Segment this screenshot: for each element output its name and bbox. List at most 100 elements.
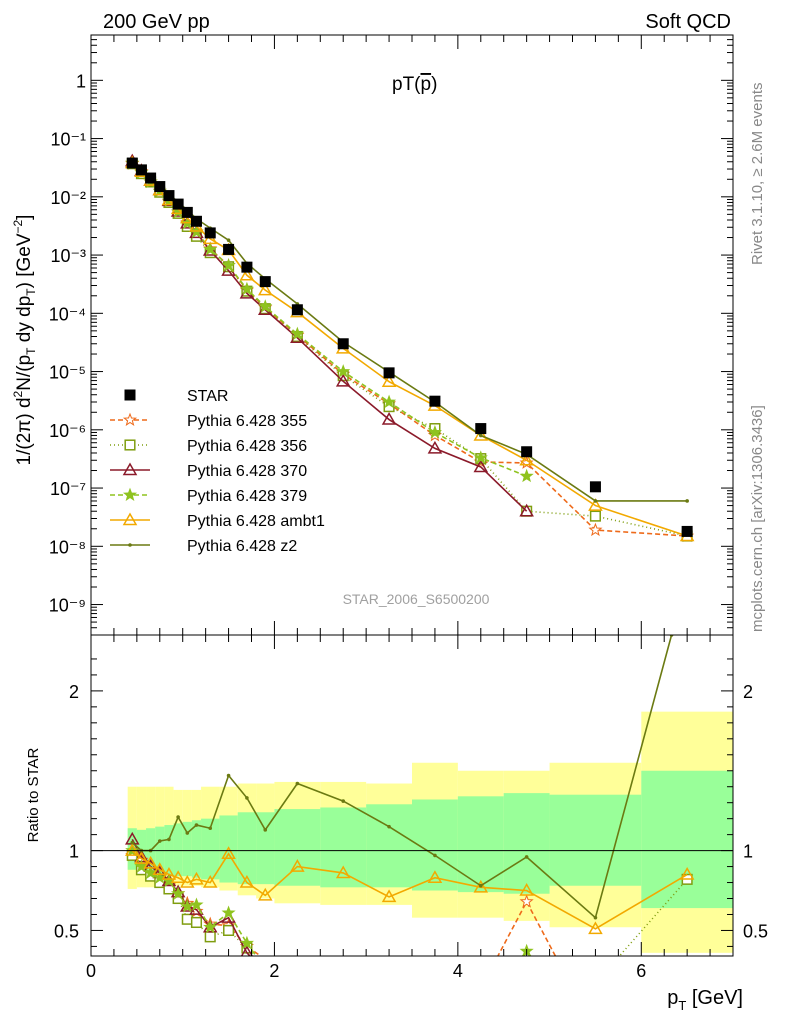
main-line: [131, 163, 688, 537]
main-point: [685, 499, 689, 503]
ratio-point: [524, 855, 529, 859]
ratio-point: [167, 837, 171, 842]
ratio-y-tick-label: 1: [69, 842, 79, 862]
main-series-pythia-6-428-ambt1: [124, 155, 695, 542]
ratio-point: [143, 855, 158, 869]
main-series-pythia-6-428-379: [125, 155, 534, 483]
main-point: [190, 215, 202, 227]
main-point: [126, 157, 138, 169]
ratio-point: [593, 915, 598, 920]
legend-label: Pythia 6.428 379: [187, 488, 307, 505]
legend-marker: [122, 487, 138, 502]
ratio-point: [588, 921, 603, 935]
main-point: [473, 450, 488, 464]
legend-item: Pythia 6.428 370: [110, 462, 307, 480]
main-point: [239, 281, 254, 296]
axis-ticks: [90, 34, 734, 956]
ratio-y-tick-label-right: 2: [743, 682, 753, 702]
main-y-tick-label: 10⁻¹: [50, 130, 86, 150]
ratio-point: [381, 889, 397, 903]
main-point: [226, 238, 231, 242]
main-point: [381, 374, 397, 387]
legend-marker: [122, 412, 138, 427]
ratio-point: [202, 875, 218, 888]
main-point: [154, 181, 166, 193]
ratio-point: [124, 843, 140, 856]
main-point: [221, 258, 236, 272]
header-left: 200 GeV pp: [103, 11, 210, 33]
main-point: [681, 525, 693, 537]
main-point: [336, 364, 351, 378]
ratio-point: [519, 883, 534, 896]
ratio-point: [226, 773, 231, 778]
ratio-y-axis-label: Ratio to STAR: [25, 747, 42, 842]
ratio-point: [473, 879, 489, 893]
ratio-point: [433, 853, 437, 858]
main-point: [203, 241, 218, 256]
green-band-bin: [237, 812, 257, 885]
ratio-point: [194, 823, 199, 827]
ratio-point: [185, 831, 190, 835]
main-point: [181, 206, 193, 218]
green-band-bin: [549, 794, 642, 886]
green-band-bin: [274, 809, 321, 886]
rivet-version-label: Rivet 3.1.10, ≥ 2.6M events: [749, 83, 766, 266]
ratio-point: [519, 894, 534, 908]
ratio-point: [221, 846, 236, 860]
ratio-point: [180, 875, 195, 888]
ratio-point: [239, 875, 255, 888]
x-tick-label: 6: [636, 961, 646, 981]
legend-marker: [124, 389, 136, 401]
green-band-bin: [457, 796, 504, 893]
main-y-tick-label: 10⁻⁵: [49, 363, 86, 383]
ratio-y-tick-label-right: 1: [743, 842, 753, 862]
legend-item: Pythia 6.428 356: [110, 438, 307, 455]
ratio-series-pythia-6-428-z2: [130, 635, 674, 920]
ratio-point: [176, 815, 180, 819]
main-point: [381, 412, 397, 425]
legend-label: Pythia 6.428 370: [187, 463, 307, 480]
legend-label: STAR: [187, 388, 228, 405]
main-panel-series: [124, 153, 695, 543]
ratio-y-tick-label-right: 0.5: [743, 921, 768, 941]
legend-label: Pythia 6.428 ambt1: [187, 513, 325, 530]
main-y-tick-label: 10⁻⁸: [49, 537, 86, 557]
legend-item: Pythia 6.428 ambt1: [110, 512, 325, 530]
main-point: [473, 427, 489, 441]
ratio-point: [125, 843, 140, 857]
green-band-bin: [201, 818, 220, 880]
main-point: [239, 267, 255, 281]
ratio-point: [181, 913, 193, 925]
ratio-point: [130, 840, 135, 845]
ratio-point: [221, 905, 236, 919]
main-point: [473, 459, 489, 473]
main-y-tick-label: 10⁻⁴: [49, 304, 86, 324]
legend-label: Pythia 6.428 356: [187, 438, 307, 455]
legend-item: Pythia 6.428 355: [110, 412, 307, 430]
green-band-bin: [366, 804, 412, 888]
ratio-point: [152, 862, 168, 876]
green-band-bin: [256, 812, 275, 885]
main-point: [172, 198, 184, 210]
ratio-y-tick-label: 2: [69, 682, 79, 702]
main-point: [427, 440, 443, 454]
main-point: [163, 190, 175, 202]
main-y-tick-label: 10⁻³: [50, 246, 86, 266]
main-point: [258, 299, 273, 313]
main-point: [478, 433, 483, 438]
legend-label: Pythia 6.428 355: [187, 413, 307, 430]
ratio-point: [204, 931, 216, 943]
main-point: [588, 522, 603, 537]
main-point: [223, 243, 235, 255]
legend-item: Pythia 6.428 379: [110, 487, 307, 505]
main-line: [131, 162, 527, 477]
legend-marker: [124, 439, 136, 451]
green-band-bin: [164, 825, 174, 875]
x-axis-label: pT [GeV]: [667, 987, 743, 1013]
analysis-watermark: STAR_2006_S6500200: [343, 591, 490, 607]
main-point: [589, 510, 601, 522]
ratio-point: [335, 865, 351, 879]
main-y-tick-label: 10⁻²: [50, 188, 86, 208]
main-point: [204, 227, 216, 239]
